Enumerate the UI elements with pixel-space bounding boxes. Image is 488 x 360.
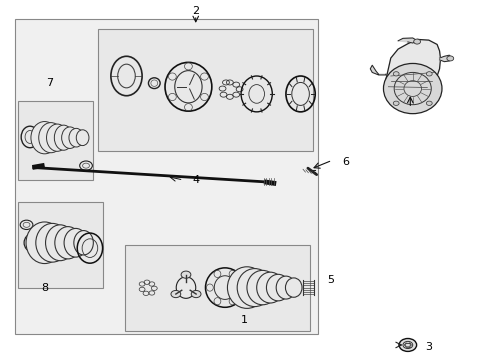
Ellipse shape	[31, 122, 58, 154]
Text: 7: 7	[46, 78, 53, 88]
Ellipse shape	[256, 272, 284, 303]
Circle shape	[426, 72, 431, 76]
Ellipse shape	[237, 269, 272, 307]
Text: 5: 5	[327, 275, 334, 285]
Ellipse shape	[55, 226, 81, 259]
Circle shape	[413, 39, 420, 44]
Circle shape	[181, 271, 190, 278]
Text: 3: 3	[424, 342, 431, 352]
Ellipse shape	[61, 127, 78, 148]
Text: 6: 6	[341, 157, 348, 167]
Text: 2: 2	[192, 6, 199, 17]
Text: 1: 1	[241, 315, 247, 325]
Bar	[18, 202, 103, 288]
Bar	[18, 101, 93, 180]
Polygon shape	[385, 40, 440, 95]
Bar	[125, 244, 310, 330]
Circle shape	[392, 72, 398, 76]
Ellipse shape	[266, 274, 289, 301]
Polygon shape	[397, 38, 417, 43]
Ellipse shape	[383, 63, 441, 114]
Ellipse shape	[76, 130, 89, 145]
Bar	[98, 30, 312, 151]
Circle shape	[426, 101, 431, 105]
Circle shape	[171, 291, 181, 298]
Ellipse shape	[276, 276, 295, 299]
Ellipse shape	[64, 228, 87, 257]
Ellipse shape	[26, 222, 63, 264]
Ellipse shape	[285, 278, 302, 297]
Text: 8: 8	[41, 283, 48, 293]
Circle shape	[191, 291, 201, 298]
Ellipse shape	[39, 123, 63, 153]
Ellipse shape	[227, 267, 266, 309]
Ellipse shape	[246, 270, 278, 305]
Ellipse shape	[54, 125, 73, 150]
Circle shape	[398, 338, 416, 351]
Ellipse shape	[45, 225, 75, 261]
Circle shape	[392, 101, 398, 105]
Ellipse shape	[69, 129, 83, 147]
Bar	[15, 19, 317, 334]
Ellipse shape	[46, 124, 68, 151]
Polygon shape	[439, 55, 451, 62]
Ellipse shape	[74, 230, 93, 255]
Text: 4: 4	[192, 175, 199, 185]
Ellipse shape	[36, 224, 69, 262]
Polygon shape	[369, 65, 385, 75]
Circle shape	[446, 56, 453, 61]
